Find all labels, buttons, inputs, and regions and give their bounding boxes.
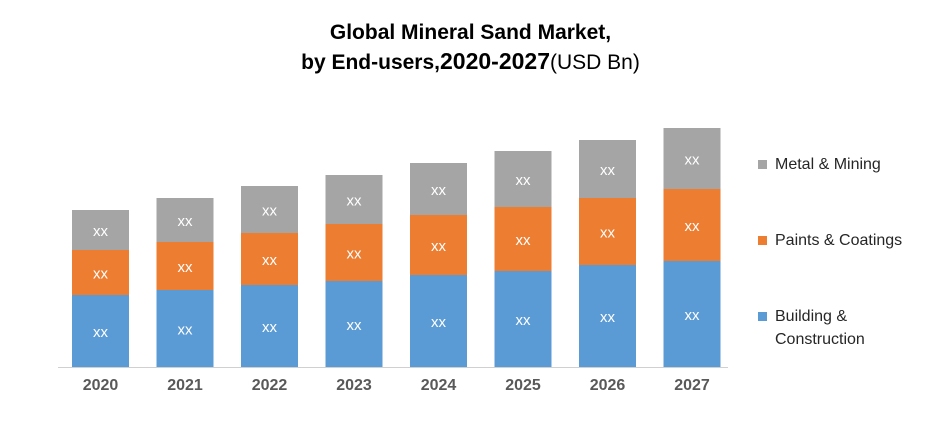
data-label: xx (516, 232, 532, 249)
bar-segment-2023-1 (325, 224, 383, 281)
bar-segment-2025-0 (494, 271, 552, 367)
bar-segment-2026-1 (579, 198, 636, 265)
legend-swatch (758, 160, 767, 169)
legend-label-line2: Construction (775, 331, 865, 348)
bar-segment-2023-0 (325, 281, 383, 367)
data-label: xx (347, 193, 363, 210)
data-label: xx (685, 218, 701, 235)
data-label: xx (93, 266, 109, 283)
data-label: xx (600, 162, 616, 179)
title-line1: Global Mineral Sand Market, (329, 21, 612, 44)
bar-segment-2027-2 (663, 128, 721, 189)
title-prefix: by End-users, (301, 51, 440, 74)
x-tick-label: 2024 (421, 377, 457, 394)
data-label: xx (431, 314, 447, 331)
x-tick-label: 2027 (674, 377, 710, 394)
data-label: xx (347, 246, 363, 263)
data-label: xx (600, 309, 616, 326)
data-label: xx (178, 213, 194, 230)
bar-segment-2025-2 (494, 151, 552, 207)
x-tick-label: 2022 (252, 377, 288, 394)
x-tick-label: 2020 (83, 377, 119, 394)
bar-segment-2022-0 (241, 285, 298, 367)
bar-segment-2024-1 (410, 215, 467, 275)
bar-segment-2025-1 (494, 207, 552, 271)
chart-title: Global Mineral Sand Market, by End-users… (0, 18, 941, 77)
data-label: xx (685, 152, 701, 169)
title-unit: (USD Bn) (550, 51, 640, 74)
x-tick-label: 2025 (505, 377, 541, 394)
bar-segment-2027-0 (663, 261, 721, 367)
data-label: xx (93, 223, 109, 240)
data-label: xx (262, 319, 278, 336)
bar-segment-2021-2 (156, 198, 214, 242)
bar-segment-2021-1 (156, 242, 214, 290)
bar-segment-2023-2 (325, 175, 383, 224)
data-label: xx (262, 252, 278, 269)
data-label: xx (431, 238, 447, 255)
bar-segment-2024-0 (410, 275, 467, 367)
bar-segment-2026-2 (579, 140, 636, 198)
legend-label: Building & Construction (775, 305, 865, 351)
bar-segment-2021-0 (156, 290, 214, 367)
data-label: xx (516, 312, 532, 329)
bar-segment-2020-2 (72, 210, 129, 250)
data-label: xx (178, 259, 194, 276)
data-label: xx (600, 225, 616, 242)
bar-segment-2024-2 (410, 163, 467, 215)
title-years: 2020-2027 (440, 48, 550, 74)
legend-label-line1: Building & (775, 308, 848, 325)
legend-label: Metal & Mining (775, 156, 881, 173)
data-label: xx (516, 172, 532, 189)
data-label: xx (685, 307, 701, 324)
data-label: xx (262, 203, 278, 220)
x-tick-label: 2023 (336, 377, 372, 394)
bar-segment-2020-0 (72, 295, 129, 367)
data-label: xx (93, 324, 109, 341)
x-tick-label: 2026 (590, 377, 626, 394)
bar-segment-2020-1 (72, 250, 129, 295)
legend-swatch (758, 236, 767, 245)
data-label: xx (178, 322, 194, 339)
bar-segment-2022-1 (241, 233, 298, 285)
bar-segment-2026-0 (579, 265, 636, 367)
bar-segment-2027-1 (663, 189, 721, 261)
legend-swatch (758, 312, 767, 321)
bar-segment-2022-2 (241, 186, 298, 233)
data-label: xx (347, 317, 363, 334)
x-tick-label: 2021 (167, 377, 203, 394)
legend-label: Paints & Coatings (775, 232, 903, 249)
data-label: xx (431, 182, 447, 199)
